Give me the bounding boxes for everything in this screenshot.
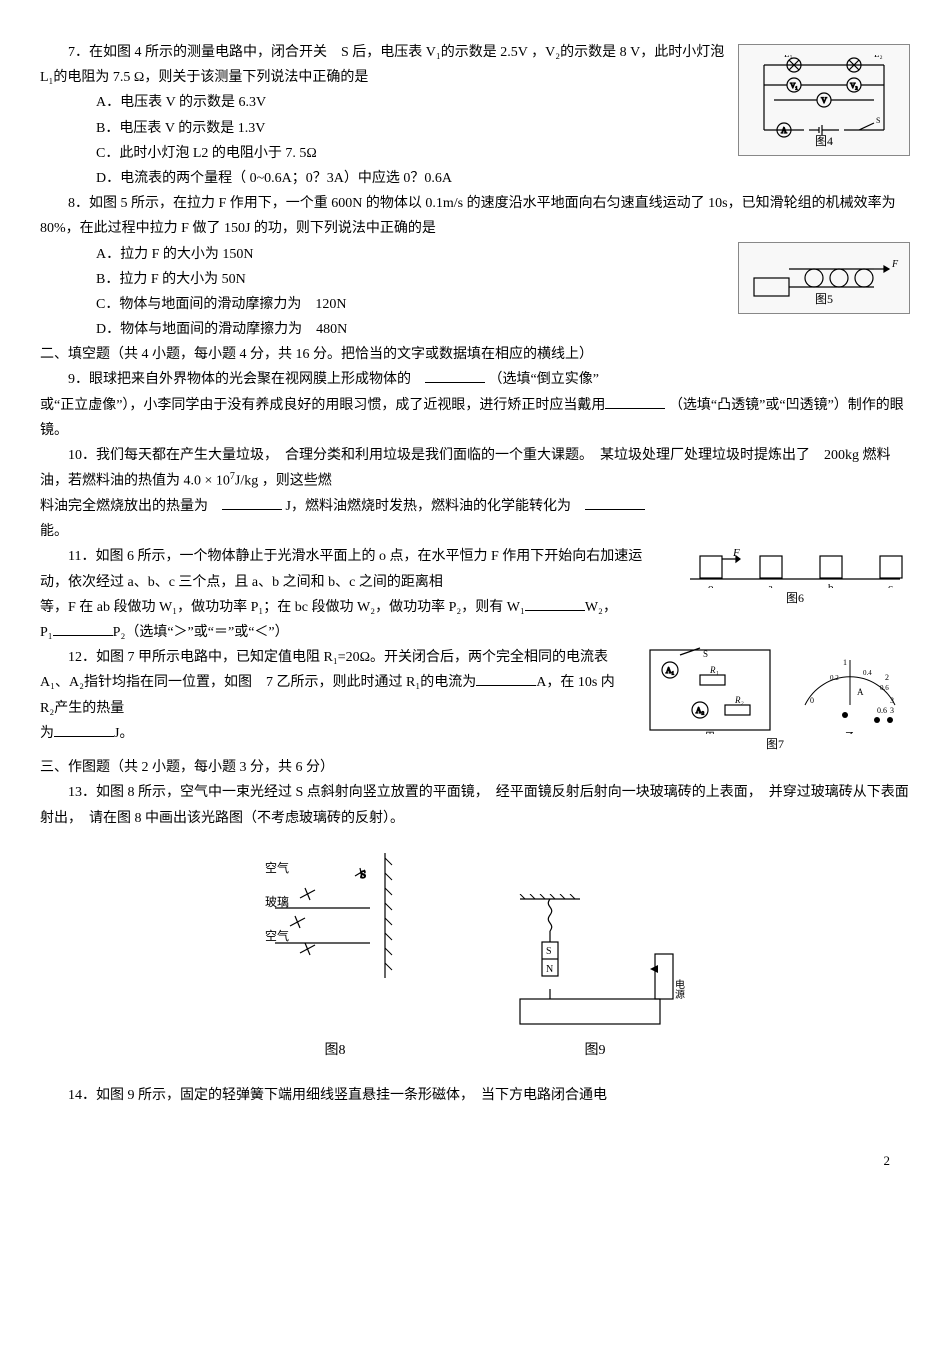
svg-text:0.6: 0.6 (877, 706, 887, 715)
q11-p4b: W₂， (585, 600, 617, 615)
svg-text:R₂: R₂ (734, 695, 744, 705)
svg-text:c: c (888, 582, 893, 587)
q10-p2b: J，燃料油燃烧时发热，燃料油的化学能转化为 (286, 499, 585, 514)
q14-p1: 14．如图 9 所示，固定的轻弹簧下端用细线竖直悬挂一条形磁体， 当下方电路闭合… (40, 1083, 910, 1108)
fig9-N: N (546, 964, 553, 975)
svg-text:S: S (703, 649, 708, 659)
svg-text:o: o (708, 582, 714, 587)
q11-blank2 (53, 621, 113, 636)
page-number: 2 (40, 1149, 910, 1172)
circuit7-svg: A₁ A₂ R₁ R₂ 甲 S 0 1 2 3 0.2 0.4 0.6 0.6 (645, 645, 905, 733)
q9-line2: 或“正立虚像”），小李同学由于没有养成良好的用眼习惯，成了近视眼，进行矫正时应当… (40, 393, 910, 443)
fig8-air2: 空气 (265, 920, 425, 954)
svg-text:V: V (821, 96, 827, 105)
svg-text:3: 3 (890, 696, 894, 705)
q9-blank1 (425, 368, 485, 383)
svg-text:F: F (732, 547, 740, 559)
q12-blank1 (476, 671, 536, 686)
q10-line3: 能。 (40, 519, 910, 544)
svg-text:3: 3 (890, 706, 894, 715)
section2-header: 二、填空题（共 4 小题，每小题 4 分，共 16 分。把恰当的文字或数据填在相… (40, 342, 910, 367)
fig5-label: 图5 (815, 289, 833, 311)
section3-header: 三、作图题（共 2 小题，每小题 3 分，共 6 分） (40, 755, 910, 780)
svg-text:0.2: 0.2 (830, 674, 839, 682)
q7-D: D．电流表的两个量程（ 0~0.6A；0？3A）中应选 0？0.6A (40, 166, 910, 191)
fig9-label: 图9 (495, 1038, 695, 1063)
magnet-svg: S N 电源 (500, 894, 690, 1029)
figure-9: S N 电源 图9 (495, 887, 695, 1064)
q9-p1a: 9．眼球把来自外界物体的光会聚在视网膜上形成物体的 (68, 372, 425, 387)
q11-p5a: P₁ (40, 625, 53, 640)
fig8-air1: 空气 (265, 852, 425, 886)
figure-5: F 图5 (738, 242, 910, 314)
svg-text:2: 2 (885, 673, 889, 682)
fig7-label: 图7 (766, 734, 784, 756)
svg-text:乙: 乙 (845, 731, 855, 733)
figure-4: V₁ V₂ V A L₁ L₂ S 图4 (738, 44, 910, 156)
svg-text:0.6: 0.6 (880, 684, 889, 692)
figure-8: S 空气 玻璃 空气 图8 (255, 841, 415, 1064)
svg-text:1: 1 (843, 658, 847, 667)
svg-text:A: A (781, 126, 787, 135)
fig8-glass: 玻璃 (265, 886, 425, 920)
figure-6: F o a b c 图6 (680, 544, 910, 609)
q12-p2a: 为 (40, 726, 54, 741)
svg-text:S: S (876, 116, 880, 125)
q9-p1b: （选填“倒立实像” (489, 372, 599, 387)
track-svg: F o a b c (685, 544, 905, 587)
q9-blank2 (605, 394, 665, 409)
q10-p1: 10．我们每天都在产生大量垃圾， 合理分类和利用垃圾是我们面临的一个重大课题。 … (40, 448, 891, 489)
fig8-label: 图8 (255, 1038, 415, 1063)
q11-p4a: 等，F 在 ab 段做功 W₁，做功功率 P₁；在 bc 段做功 W₂，做功功率… (40, 600, 525, 615)
q8-D: D．物体与地面间的滑动摩擦力为 480N (40, 317, 910, 342)
svg-text:甲: 甲 (705, 732, 715, 733)
svg-text:0.4: 0.4 (863, 669, 872, 677)
fig9-S: S (546, 946, 552, 957)
q13-p1: 13．如图 8 所示，空气中一束光经过 S 点斜射向竖立放置的平面镜， 经平面镜… (40, 780, 910, 830)
fig9-src: 电源 (673, 978, 685, 1000)
q10-line1: 10．我们每天都在产生大量垃圾， 合理分类和利用垃圾是我们面临的一个重大课题。 … (40, 443, 910, 494)
q10-line2: 料油完全燃烧放出的热量为 J，燃料油燃烧时发热，燃料油的化学能转化为 (40, 494, 910, 519)
fig6-label: 图6 (786, 588, 804, 610)
q11-blank1 (525, 596, 585, 611)
q10-blank1 (222, 495, 282, 510)
svg-text:A: A (857, 687, 864, 697)
svg-text:0: 0 (810, 696, 814, 705)
svg-text:V₁: V₁ (790, 82, 798, 90)
q11-p5b: P₂（选填“＞”或“＝”或“＜”） (113, 625, 289, 640)
svg-text:L₁: L₁ (784, 55, 793, 59)
q8-stem: 8．如图 5 所示，在拉力 F 作用下，一个重 600N 的物体以 0.1m/s… (40, 191, 910, 241)
q9-p2a: 或“正立虚像”），小李同学由于没有养成良好的用眼习惯，成了近视眼，进行矫正时应当… (40, 398, 605, 413)
q12-blank2 (54, 722, 114, 737)
fig4-label: 图4 (815, 131, 833, 153)
svg-text:R₁: R₁ (709, 665, 719, 675)
svg-text:V₂: V₂ (850, 82, 858, 90)
svg-text:a: a (768, 582, 773, 587)
svg-text:L₂: L₂ (874, 55, 883, 59)
figure-7: A₁ A₂ R₁ R₂ 甲 S 0 1 2 3 0.2 0.4 0.6 0.6 (640, 645, 910, 755)
svg-text:b: b (828, 582, 834, 587)
q9-line1: 9．眼球把来自外界物体的光会聚在视网膜上形成物体的 （选填“倒立实像” (40, 367, 910, 392)
svg-text:A₂: A₂ (696, 706, 705, 715)
q12-p2b: J。 (114, 726, 133, 741)
q10-p1b: J/kg ，则这些燃 (235, 474, 332, 489)
q10-blank2 (585, 495, 645, 510)
svg-text:A₁: A₁ (666, 666, 675, 675)
q10-p2a: 料油完全燃烧放出的热量为 (40, 499, 222, 514)
svg-text:F: F (891, 259, 899, 270)
q11-line5: P₁ P₂（选填“＞”或“＝”或“＜”） (40, 620, 910, 645)
